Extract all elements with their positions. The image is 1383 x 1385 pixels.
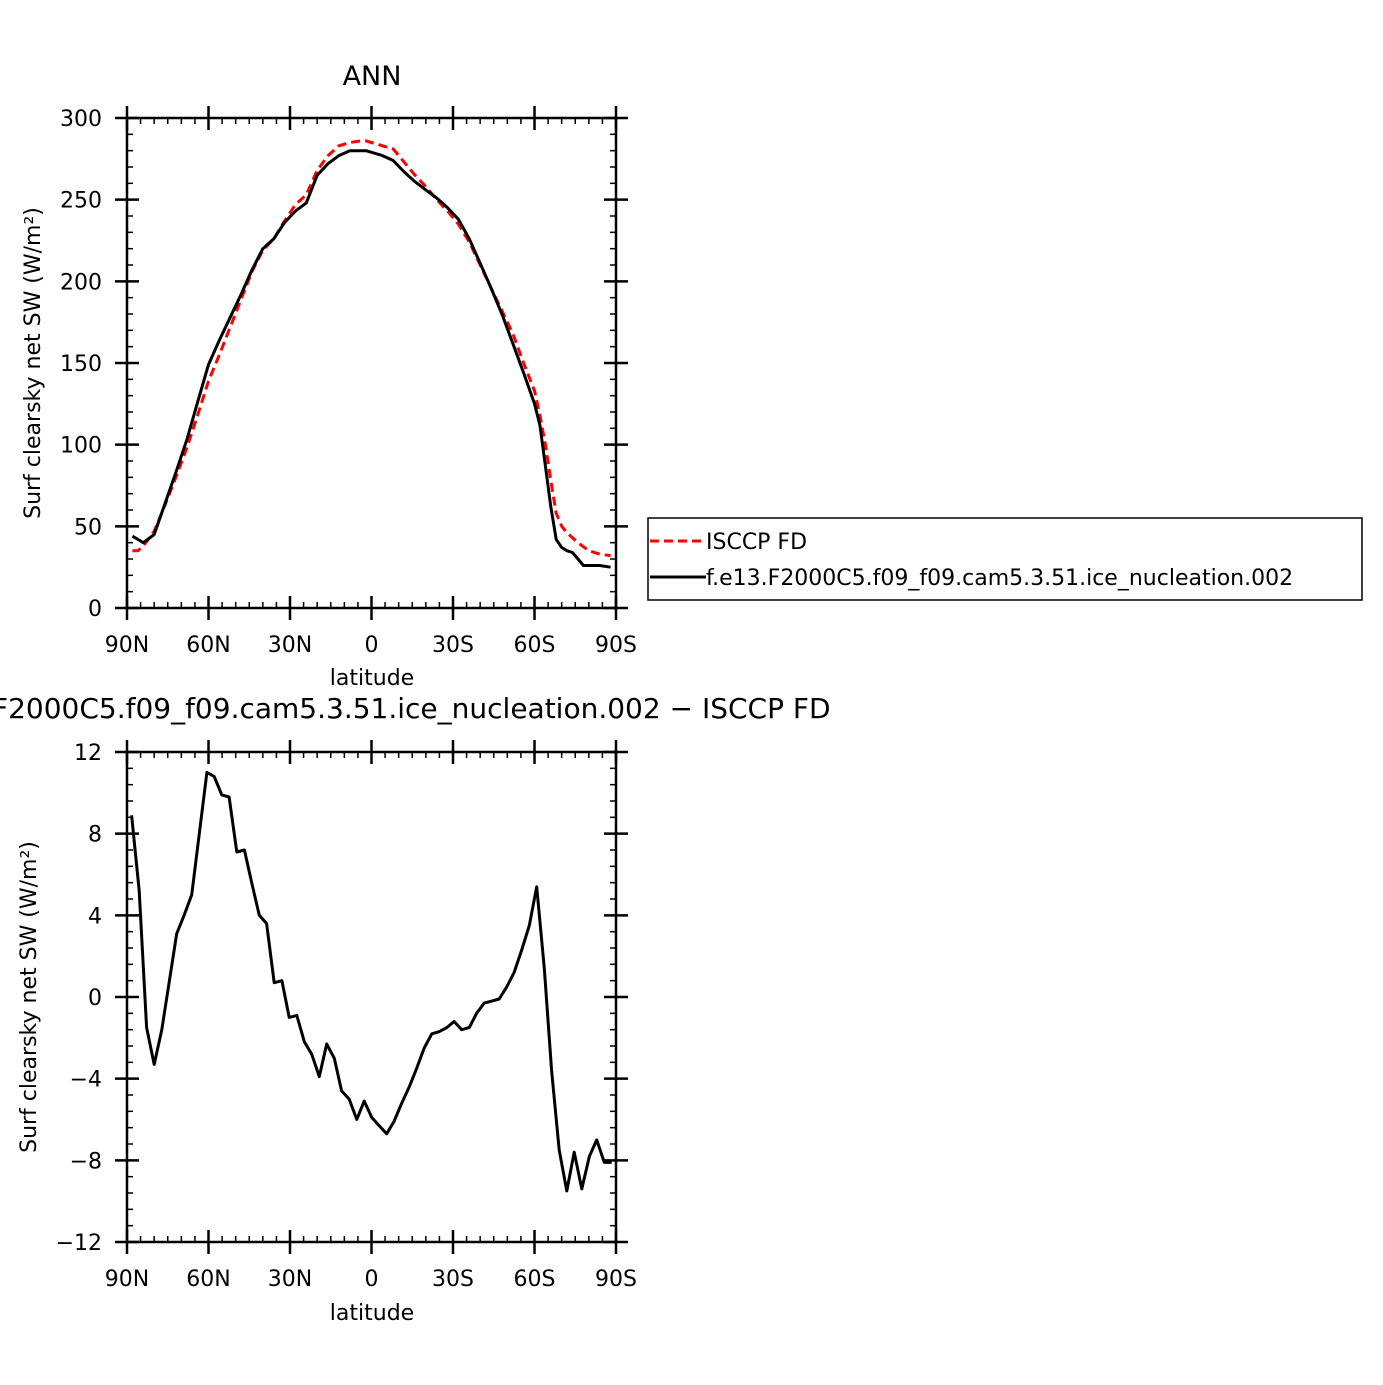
- top-chart-y-tick-label: 200: [60, 270, 102, 295]
- top-chart-title: ANN: [343, 61, 402, 92]
- bottom-chart-x-tick-label: 90N: [105, 1267, 149, 1292]
- top-chart-y-tick-label: 100: [60, 434, 102, 459]
- legend-label-isccp: ISCCP FD: [706, 530, 807, 555]
- top-chart-axes-frame: [125, 116, 618, 610]
- top-chart-y-axis-label: Surf clearsky net SW (W/m²): [21, 207, 46, 519]
- top-chart-x-axis-label: latitude: [330, 666, 414, 691]
- bottom-chart-plot-area: 90N 60N 30N 0 30S 60S 90S −12 −8 −4 0 4 8 12: [56, 740, 637, 1292]
- top-chart-x-tick-label: 30S: [432, 633, 474, 658]
- top-chart-series-line-1: [131, 149, 611, 569]
- top-chart-x-tick-label: 90N: [105, 633, 149, 658]
- top-chart-x-tick-label: 60S: [514, 633, 556, 658]
- bottom-chart-x-tick-label: 60N: [186, 1267, 230, 1292]
- top-chart-y-tick-label: 50: [74, 515, 102, 540]
- legend-label-model: f.e13.F2000C5.f09_f09.cam5.3.51.ice_nucl…: [706, 566, 1293, 591]
- bottom-chart-x-tick-label: 30N: [268, 1267, 312, 1292]
- bottom-chart-y-tick-label: −12: [56, 1231, 102, 1256]
- bottom-chart-y-axis-label: Surf clearsky net SW (W/m²): [17, 841, 42, 1153]
- bottom-chart-x-tick-label: 30S: [432, 1267, 474, 1292]
- top-chart-x-tick-label: 30N: [268, 633, 312, 658]
- bottom-chart-title: f.e13.F2000C5.f09_f09.cam5.3.51.ice_nucl…: [0, 692, 831, 725]
- bottom-chart-x-tick-label: 60S: [514, 1267, 556, 1292]
- top-chart-x-tick-label: 0: [365, 633, 379, 658]
- top-chart-plot-area: 90N 60N 30N 0 30S 60S 90S 0 50 100 150 200 250 300: [60, 106, 637, 658]
- top-chart-legend: ISCCP FD f.e13.F2000C5.f09_f09.cam5.3.51…: [647, 517, 1363, 601]
- bottom-chart-x-tick-label: 0: [365, 1267, 379, 1292]
- bottom-chart-y-tick-label: −4: [70, 1068, 102, 1093]
- top-chart-x-tick-label: 60N: [186, 633, 230, 658]
- legend-box: [647, 517, 1363, 601]
- bottom-chart-y-tick-label: 8: [88, 823, 102, 848]
- top-chart-y-tick-label: 150: [60, 352, 102, 377]
- bottom-chart-y-tick-label: 0: [88, 986, 102, 1011]
- top-chart-y-tick-label: 0: [88, 597, 102, 622]
- top-chart-y-tick-label: 250: [60, 189, 102, 214]
- top-chart-y-tick-label: 300: [60, 107, 102, 132]
- bottom-chart-x-axis-label: latitude: [330, 1301, 414, 1326]
- bottom-chart-x-tick-label: 90S: [595, 1267, 637, 1292]
- top-chart-x-tick-label: 90S: [595, 633, 637, 658]
- bottom-chart-panel: f.e13.F2000C5.f09_f09.cam5.3.51.ice_nucl…: [0, 692, 831, 1326]
- bottom-chart-y-tick-label: −8: [70, 1149, 102, 1174]
- bottom-chart-y-tick-label: 4: [88, 904, 102, 929]
- top-chart-panel: ANN 90N 60N 30N 0 30S 60S 90S 0 50 100 150 200 250 30…: [21, 61, 1363, 691]
- bottom-chart-y-tick-label: 12: [74, 741, 102, 766]
- top-chart-series-line-0: [132, 139, 611, 558]
- bottom-chart-series-line-0: [130, 770, 612, 1193]
